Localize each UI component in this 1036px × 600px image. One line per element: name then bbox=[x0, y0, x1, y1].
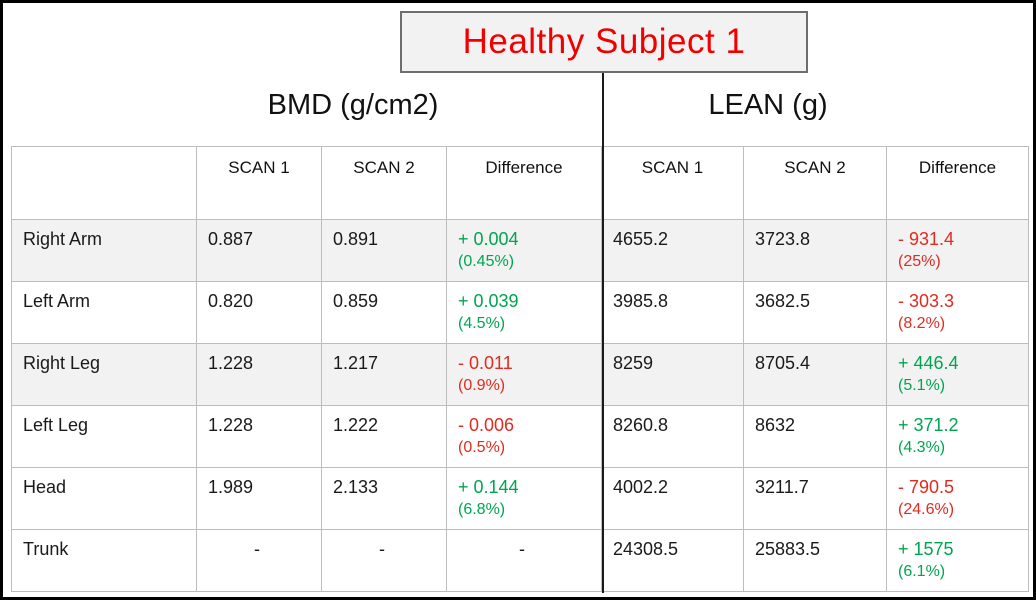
row-label: Right Arm bbox=[11, 219, 197, 282]
lean-scan2-value: 3723.8 bbox=[743, 219, 887, 282]
lean-difference-value: - 790.5 bbox=[898, 477, 955, 497]
lean-scan1-value: 8259 bbox=[601, 343, 744, 406]
lean-difference-percent: (24.6%) bbox=[898, 501, 955, 518]
column-header-row: SCAN 1 SCAN 2 Difference SCAN 1 SCAN 2 D… bbox=[11, 146, 1029, 220]
bmd-scan2-value: 0.891 bbox=[321, 219, 447, 282]
bmd-difference-cell: - bbox=[446, 529, 602, 592]
bmd-difference-value: + 0.039 bbox=[458, 291, 519, 311]
lean-scan2-value: 3682.5 bbox=[743, 281, 887, 344]
bmd-difference-value: - 0.006 bbox=[458, 415, 515, 435]
lean-difference-value: + 1575 bbox=[898, 539, 954, 559]
bmd-difference-value: - bbox=[519, 539, 525, 559]
section-header-lean: LEAN (g) bbox=[708, 89, 828, 121]
bmd-difference-percent: (6.8%) bbox=[458, 501, 506, 518]
lean-difference-cell: - 303.3 (8.2%) bbox=[886, 281, 1029, 344]
lean-difference-cell: + 371.2 (4.3%) bbox=[886, 405, 1029, 468]
lean-scan2-value: 8705.4 bbox=[743, 343, 887, 406]
bmd-scan2-value: - bbox=[321, 529, 447, 592]
lean-difference-cell: + 1575 (6.1%) bbox=[886, 529, 1029, 592]
row-label: Trunk bbox=[11, 529, 197, 592]
bmd-difference-percent: (4.5%) bbox=[458, 315, 506, 332]
measurements-table: SCAN 1 SCAN 2 Difference SCAN 1 SCAN 2 D… bbox=[11, 146, 1029, 592]
lean-scan1-value: 4655.2 bbox=[601, 219, 744, 282]
lean-scan1-value: 4002.2 bbox=[601, 467, 744, 530]
section-header-bmd: BMD (g/cm2) bbox=[267, 89, 439, 121]
col-header-lean-scan1: SCAN 1 bbox=[601, 146, 744, 220]
lean-difference-percent: (25%) bbox=[898, 253, 941, 270]
row-label: Left Leg bbox=[11, 405, 197, 468]
lean-scan1-value: 24308.5 bbox=[601, 529, 744, 592]
title-box: Healthy Subject 1 bbox=[400, 11, 808, 73]
bmd-scan1-value: 0.887 bbox=[196, 219, 322, 282]
bmd-difference-cell: + 0.144 (6.8%) bbox=[446, 467, 602, 530]
bmd-difference-value: + 0.144 bbox=[458, 477, 519, 497]
bmd-scan1-value: 1.989 bbox=[196, 467, 322, 530]
lean-difference-value: + 446.4 bbox=[898, 353, 959, 373]
lean-difference-value: - 931.4 bbox=[898, 229, 955, 249]
col-header-bmd-difference: Difference bbox=[446, 146, 602, 220]
lean-difference-cell: + 446.4 (5.1%) bbox=[886, 343, 1029, 406]
bmd-difference-cell: - 0.006 (0.5%) bbox=[446, 405, 602, 468]
table-row: Left Arm 0.820 0.859 + 0.039 (4.5%) 3985… bbox=[11, 281, 1029, 344]
table-row: Trunk - - - 24308.5 25883.5 + 1575 (6.1%… bbox=[11, 529, 1029, 592]
bmd-scan2-value: 1.222 bbox=[321, 405, 447, 468]
lean-difference-percent: (5.1%) bbox=[898, 377, 946, 394]
col-header-bmd-scan1: SCAN 1 bbox=[196, 146, 322, 220]
table-row: Right Arm 0.887 0.891 + 0.004 (0.45%) 46… bbox=[11, 219, 1029, 282]
bmd-difference-percent: (0.5%) bbox=[458, 439, 506, 456]
bmd-scan1-value: 0.820 bbox=[196, 281, 322, 344]
bmd-difference-value: - 0.011 bbox=[458, 353, 513, 373]
bmd-scan2-value: 0.859 bbox=[321, 281, 447, 344]
row-label: Left Arm bbox=[11, 281, 197, 344]
bmd-scan2-value: 1.217 bbox=[321, 343, 447, 406]
lean-scan2-value: 3211.7 bbox=[743, 467, 887, 530]
table-row: Head 1.989 2.133 + 0.144 (6.8%) 4002.2 3… bbox=[11, 467, 1029, 530]
lean-difference-cell: - 931.4 (25%) bbox=[886, 219, 1029, 282]
bmd-scan1-value: 1.228 bbox=[196, 405, 322, 468]
lean-difference-cell: - 790.5 (24.6%) bbox=[886, 467, 1029, 530]
corner-cell bbox=[11, 146, 197, 220]
lean-difference-value: - 303.3 bbox=[898, 291, 955, 311]
table-row: Right Leg 1.228 1.217 - 0.011 (0.9%) 825… bbox=[11, 343, 1029, 406]
bmd-difference-percent: (0.9%) bbox=[458, 377, 506, 394]
lean-difference-percent: (6.1%) bbox=[898, 563, 946, 580]
bmd-difference-cell: + 0.004 (0.45%) bbox=[446, 219, 602, 282]
col-header-lean-difference: Difference bbox=[886, 146, 1029, 220]
bmd-difference-value: + 0.004 bbox=[458, 229, 519, 249]
bmd-scan1-value: 1.228 bbox=[196, 343, 322, 406]
lean-difference-percent: (4.3%) bbox=[898, 439, 946, 456]
lean-scan1-value: 8260.8 bbox=[601, 405, 744, 468]
col-header-lean-scan2: SCAN 2 bbox=[743, 146, 887, 220]
bmd-scan2-value: 2.133 bbox=[321, 467, 447, 530]
table-row: Left Leg 1.228 1.222 - 0.006 (0.5%) 8260… bbox=[11, 405, 1029, 468]
lean-difference-value: + 371.2 bbox=[898, 415, 959, 435]
page-title: Healthy Subject 1 bbox=[462, 22, 746, 61]
section-divider-line bbox=[602, 73, 604, 593]
bmd-difference-cell: + 0.039 (4.5%) bbox=[446, 281, 602, 344]
bmd-difference-percent: (0.45%) bbox=[458, 253, 515, 270]
row-label: Head bbox=[11, 467, 197, 530]
lean-scan2-value: 25883.5 bbox=[743, 529, 887, 592]
bmd-scan1-value: - bbox=[196, 529, 322, 592]
bmd-difference-cell: - 0.011 (0.9%) bbox=[446, 343, 602, 406]
lean-scan1-value: 3985.8 bbox=[601, 281, 744, 344]
row-label: Right Leg bbox=[11, 343, 197, 406]
lean-scan2-value: 8632 bbox=[743, 405, 887, 468]
col-header-bmd-scan2: SCAN 2 bbox=[321, 146, 447, 220]
lean-difference-percent: (8.2%) bbox=[898, 315, 946, 332]
